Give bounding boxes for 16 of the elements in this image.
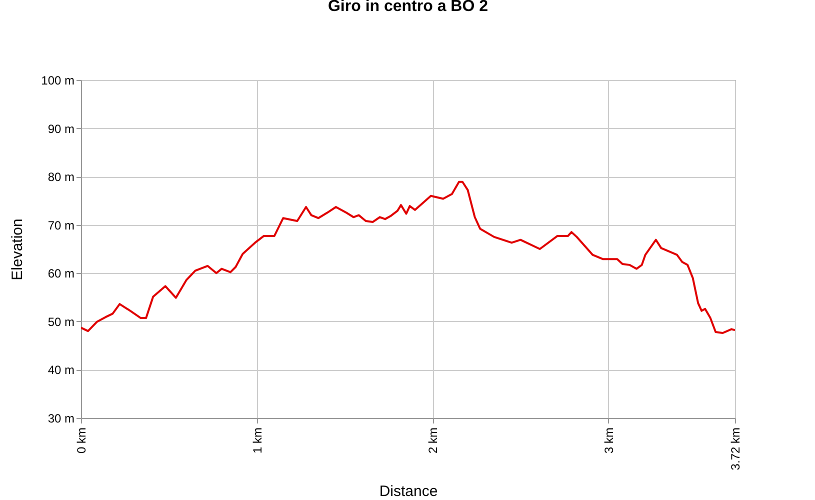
x-tick-label: 3 km <box>602 428 616 454</box>
y-tick-label: 80 m <box>48 170 74 184</box>
x-tick-label: 2 km <box>426 428 440 454</box>
y-axis-title: Elevation <box>9 218 26 280</box>
y-tick-label: 100 m <box>41 74 74 88</box>
x-tick-label: 3.72 km <box>728 428 742 470</box>
y-tick-label: 30 m <box>48 412 74 426</box>
x-tick-label: 0 km <box>74 428 88 454</box>
y-tick-label: 60 m <box>48 266 74 281</box>
line-series <box>81 180 735 334</box>
x-axis-title: Distance <box>379 483 438 500</box>
y-tick-label: 70 m <box>48 218 74 232</box>
y-tick-label: 90 m <box>48 122 74 136</box>
y-tick-label: 50 m <box>48 314 74 329</box>
x-tick-label: 1 km <box>250 428 264 454</box>
y-tick-label: 40 m <box>48 363 74 378</box>
